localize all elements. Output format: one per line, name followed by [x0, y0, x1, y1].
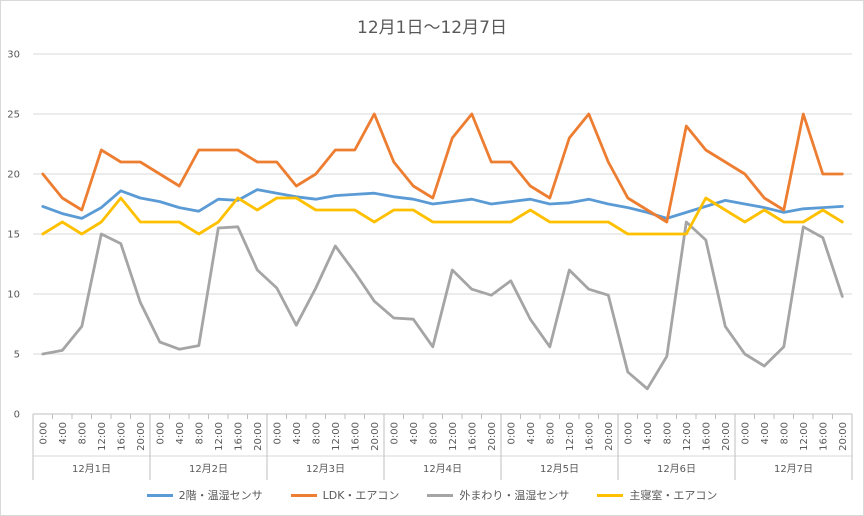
- x-tick-label: 20:00: [487, 422, 498, 451]
- x-tick-label: 12:00: [799, 422, 810, 451]
- day-label: 12月4日: [423, 463, 462, 475]
- x-tick-label: 16:00: [233, 422, 244, 451]
- legend-label: LDK・エアコン: [322, 489, 400, 502]
- x-tick-label: 4:00: [643, 422, 654, 444]
- y-tick-label: 25: [7, 110, 20, 121]
- x-tick-label: 12:00: [97, 422, 108, 451]
- x-tick-label: 8:00: [311, 422, 322, 444]
- y-tick-label: 20: [7, 170, 20, 181]
- x-tick-label: 20:00: [838, 422, 849, 451]
- legend-label: 外まわり・温湿センサ: [459, 489, 570, 502]
- series-line: [41, 196, 844, 236]
- x-tick-label: 4:00: [175, 422, 186, 444]
- day-label: 12月1日: [72, 463, 111, 475]
- legend-swatch: [290, 493, 317, 497]
- x-tick-label: 20:00: [721, 422, 732, 451]
- x-tick-label: 0:00: [272, 422, 283, 444]
- day-label: 12月2日: [189, 463, 228, 475]
- x-tick-label: 16:00: [701, 422, 712, 451]
- legend-swatch: [597, 493, 624, 497]
- x-tick-label: 12:00: [565, 422, 576, 451]
- series-line: [41, 188, 844, 220]
- legend: 2階・温湿センサ LDK・エアコン 外まわり・温湿センサ 主寝室・エアコン: [0, 486, 864, 504]
- x-tick-label: 16:00: [350, 422, 361, 451]
- x-tick-label: 0:00: [38, 422, 49, 444]
- x-tick-label: 8:00: [77, 422, 88, 444]
- y-tick-label: 30: [7, 50, 20, 61]
- y-tick-label: 0: [14, 410, 20, 421]
- legend-item: 外まわり・温湿センサ: [427, 486, 569, 504]
- legend-swatch: [427, 493, 454, 497]
- day-label: 12月3日: [306, 463, 345, 475]
- x-tick-label: 8:00: [662, 422, 673, 444]
- chart-title: 12月1日～12月7日: [357, 18, 507, 38]
- legend-label: 主寝室・エアコン: [629, 489, 718, 502]
- x-tick-label: 12:00: [448, 422, 459, 451]
- x-tick-label: 8:00: [194, 422, 205, 444]
- x-tick-label: 20:00: [253, 422, 264, 451]
- x-tick-label: 4:00: [58, 422, 69, 444]
- x-tick-label: 16:00: [818, 422, 829, 451]
- x-tick-label: 4:00: [526, 422, 537, 444]
- day-label: 12月5日: [540, 463, 579, 475]
- x-tick-label: 8:00: [545, 422, 556, 444]
- x-tick-label: 16:00: [467, 422, 478, 451]
- x-tick-label: 0:00: [740, 422, 751, 444]
- x-tick-label: 20:00: [136, 422, 147, 451]
- x-tick-label: 0:00: [155, 422, 166, 444]
- x-tick-label: 0:00: [506, 422, 517, 444]
- x-tick-label: 20:00: [604, 422, 615, 451]
- x-tick-label: 16:00: [116, 422, 127, 451]
- x-tick-label: 8:00: [779, 422, 790, 444]
- day-label: 12月7日: [774, 463, 813, 475]
- x-tick-label: 12:00: [331, 422, 342, 451]
- day-label: 12月6日: [657, 463, 696, 475]
- y-tick-label: 10: [7, 290, 20, 301]
- legend-item: 2階・温湿センサ: [146, 486, 263, 504]
- series-line: [41, 220, 844, 391]
- series-line: [41, 112, 844, 224]
- x-tick-label: 8:00: [428, 422, 439, 444]
- x-tick-label: 0:00: [389, 422, 400, 444]
- legend-item: LDK・エアコン: [290, 486, 400, 504]
- x-tick-label: 12:00: [214, 422, 225, 451]
- y-tick-label: 5: [14, 350, 20, 361]
- y-tick-label: 15: [7, 230, 20, 241]
- x-tick-label: 16:00: [584, 422, 595, 451]
- x-tick-label: 12:00: [682, 422, 693, 451]
- x-tick-label: 0:00: [623, 422, 634, 444]
- x-tick-label: 4:00: [409, 422, 420, 444]
- x-tick-label: 4:00: [760, 422, 771, 444]
- legend-label: 2階・温湿センサ: [178, 489, 263, 502]
- x-tick-label: 4:00: [292, 422, 303, 444]
- legend-item: 主寝室・エアコン: [597, 486, 717, 504]
- legend-swatch: [146, 493, 173, 497]
- x-tick-label: 20:00: [370, 422, 381, 451]
